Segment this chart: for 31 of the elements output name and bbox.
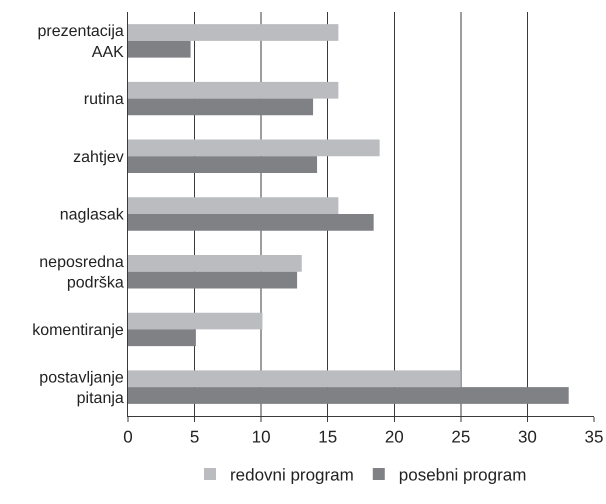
x-tick-label: 0 bbox=[123, 427, 133, 446]
y-tick-label: zahtjev bbox=[73, 148, 124, 166]
y-tick-label: postavljanje pitanja bbox=[39, 369, 124, 408]
x-tick-label: 15 bbox=[318, 427, 338, 446]
legend-label: posebni program bbox=[398, 466, 526, 485]
bar bbox=[128, 387, 569, 404]
y-tick-label: neposredna podrška bbox=[39, 254, 124, 292]
bar bbox=[128, 197, 338, 214]
bar bbox=[128, 156, 318, 174]
bar bbox=[128, 140, 380, 156]
x-tick-label: 35 bbox=[584, 427, 604, 446]
y-tick-label: naglasak bbox=[60, 206, 125, 224]
bar bbox=[128, 370, 461, 388]
y-tick-label: komentiranje bbox=[32, 322, 124, 340]
bar bbox=[128, 254, 302, 272]
x-tick-label: 5 bbox=[190, 427, 200, 446]
x-tick-label: 25 bbox=[451, 427, 470, 446]
bar bbox=[128, 98, 314, 116]
legend-label: redovni program bbox=[230, 466, 354, 485]
x-tick-label: 20 bbox=[384, 427, 404, 446]
bar bbox=[128, 214, 374, 231]
y-tick-label: rutina bbox=[84, 91, 124, 108]
bar bbox=[128, 329, 196, 346]
y-tick-label: prezentacija AAK bbox=[38, 23, 124, 61]
bar bbox=[128, 312, 262, 330]
bar bbox=[128, 272, 298, 288]
bar bbox=[128, 24, 338, 41]
bar bbox=[128, 82, 338, 99]
x-tick-label: 10 bbox=[252, 427, 271, 446]
x-tick-label: 30 bbox=[518, 427, 537, 446]
bar bbox=[128, 40, 191, 58]
